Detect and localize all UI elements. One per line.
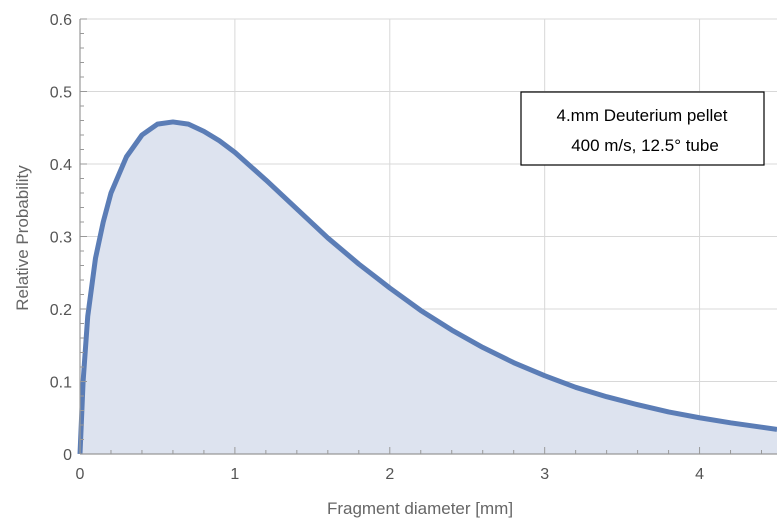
annotation-line-2: 400 m/s, 12.5° tube — [571, 136, 719, 155]
y-tick-label: 0.3 — [50, 230, 72, 247]
x-tick-label: 3 — [540, 466, 549, 483]
x-tick-label: 0 — [76, 466, 85, 483]
y-tick-label: 0.2 — [50, 302, 72, 319]
axes — [79, 18, 777, 455]
x-tick-label: 2 — [385, 466, 394, 483]
y-tick-label: 0.4 — [50, 157, 72, 174]
annotation-frame — [520, 91, 765, 166]
x-tick-label: 1 — [230, 466, 239, 483]
y-tick-label: 0.5 — [50, 85, 72, 102]
y-tick-label: 0 — [63, 447, 72, 464]
series-area-fill — [80, 121, 777, 454]
y-tick-label: 0.6 — [50, 12, 72, 29]
x-axis-label: Fragment diameter [mm] — [327, 499, 513, 518]
y-tick-label: 0.1 — [50, 375, 72, 392]
annotation-line-1: 4.mm Deuterium pellet — [556, 106, 727, 125]
y-axis-label: Relative Probability — [13, 165, 32, 311]
x-tick-label: 4 — [695, 466, 704, 483]
series-line — [77, 119, 777, 455]
tick-labels: 0 1 2 3 4 0 0.1 0.2 0.3 0.4 0.5 0.6 — [50, 12, 704, 483]
annotation-box: 4.mm Deuterium pellet 400 m/s, 12.5° tub… — [520, 91, 765, 166]
